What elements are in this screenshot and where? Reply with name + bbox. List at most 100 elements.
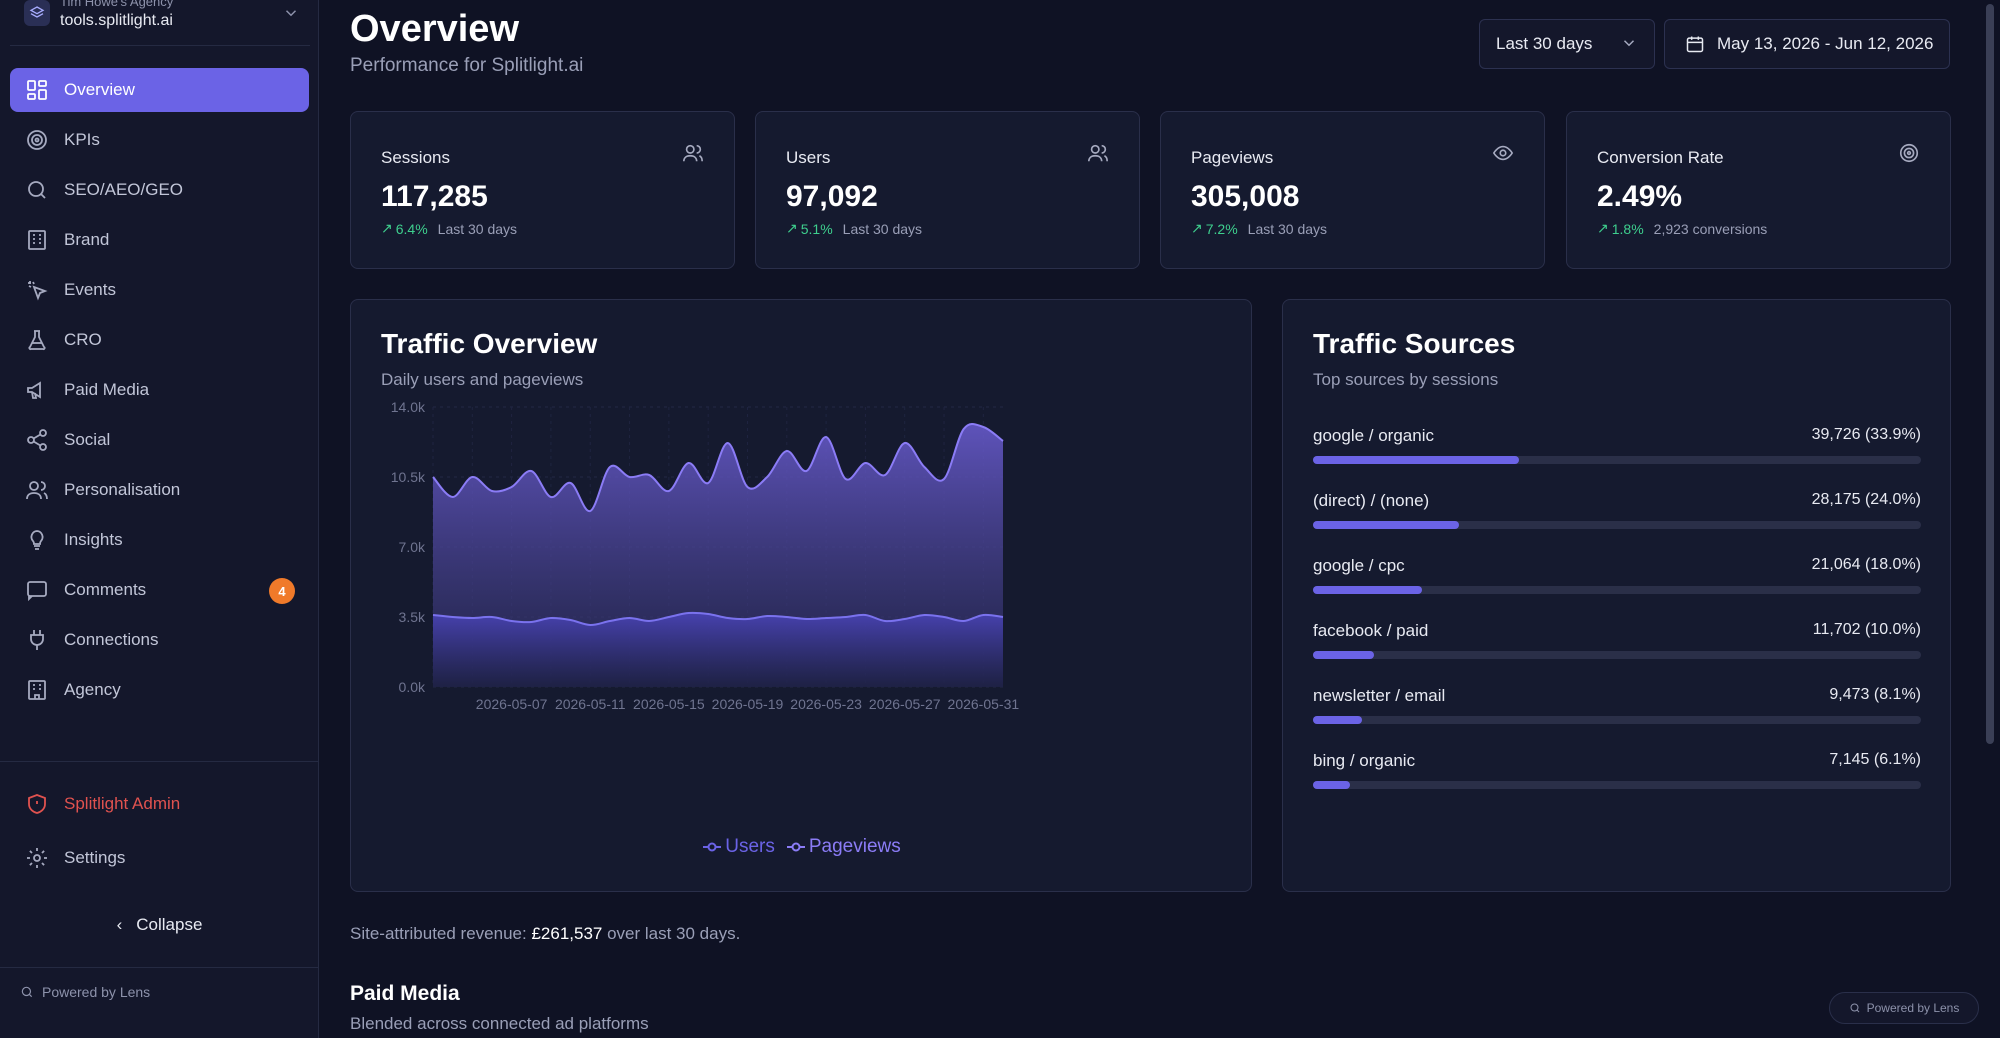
legend-item-users[interactable]: Users xyxy=(703,836,775,858)
sidebar-item-cro[interactable]: CRO xyxy=(10,318,309,362)
source-bar-track xyxy=(1313,651,1921,659)
stat-delta: ↗ 5.1% xyxy=(786,220,833,237)
stat-delta-value: 5.1% xyxy=(800,220,833,237)
stat-card-pageviews: Pageviews 305,008 ↗ 7.2% Last 30 days xyxy=(1160,111,1545,269)
sidebar-item-label: Connections xyxy=(64,630,159,649)
page-subtitle: Performance for Splitlight.ai xyxy=(350,55,584,76)
main-content: Overview Performance for Splitlight.ai L… xyxy=(319,0,1979,1038)
line-marker-icon xyxy=(786,842,805,852)
y-tick-label: 7.0k xyxy=(399,539,426,555)
users-area xyxy=(433,612,1003,687)
source-row[interactable]: (direct) / (none) 28,175 (24.0%) xyxy=(1313,491,1921,551)
sidebar-divider xyxy=(0,761,319,762)
sidebar-item-kpis[interactable]: KPIs xyxy=(10,118,309,162)
source-name: (direct) / (none) xyxy=(1313,491,1430,510)
trend-up-icon: ↗ xyxy=(1597,220,1609,236)
x-tick-label: 2026-05-11 xyxy=(555,696,626,712)
source-bar-track xyxy=(1313,781,1921,789)
source-row[interactable]: bing / organic 7,145 (6.1%) xyxy=(1313,751,1921,811)
sidebar-item-admin[interactable]: Splitlight Admin xyxy=(10,782,309,826)
x-tick-label: 2026-05-27 xyxy=(869,696,941,712)
sidebar-item-comments[interactable]: Comments 4 xyxy=(10,568,309,612)
workspace-switcher[interactable]: Tim Howe's Agency tools.splitlight.ai xyxy=(10,0,310,46)
revenue-summary: Site-attributed revenue: £261,537 over l… xyxy=(350,924,740,944)
sidebar-item-brand[interactable]: Brand xyxy=(10,218,309,262)
source-value: 39,726 (33.9%) xyxy=(1811,426,1921,443)
source-bar-fill xyxy=(1313,521,1459,529)
powered-by-button[interactable]: Powered by Lens xyxy=(1829,992,1979,1024)
sidebar-item-overview[interactable]: Overview xyxy=(10,68,309,112)
sidebar-item-label: Comments xyxy=(64,580,147,599)
search-icon xyxy=(1850,1003,1859,1013)
chevron-left-icon: ‹ xyxy=(116,915,123,934)
gear-icon xyxy=(24,845,50,871)
chart-legend: Users Pageviews xyxy=(351,836,1253,858)
source-value: 9,473 (8.1%) xyxy=(1829,686,1921,703)
source-name: google / organic xyxy=(1313,426,1434,445)
stat-footer: ↗ 5.1% Last 30 days xyxy=(786,220,922,237)
date-range-button[interactable]: May 13, 2026 - Jun 12, 2026 xyxy=(1664,19,1950,69)
scrollbar-thumb[interactable] xyxy=(1986,4,1994,744)
stat-value: 305,008 xyxy=(1191,180,1300,213)
workspace-domain: tools.splitlight.ai xyxy=(60,12,173,29)
y-tick-label: 0.0k xyxy=(399,679,426,695)
sidebar-item-paid-media[interactable]: Paid Media xyxy=(10,368,309,412)
source-row[interactable]: google / cpc 21,064 (18.0%) xyxy=(1313,556,1921,616)
sidebar-item-label: SEO/AEO/GEO xyxy=(64,180,184,199)
stat-delta-value: 7.2% xyxy=(1205,220,1238,237)
sidebar-item-events[interactable]: Events xyxy=(10,268,309,312)
sidebar-item-settings[interactable]: Settings xyxy=(10,836,309,880)
range-select[interactable]: Last 30 days xyxy=(1479,19,1655,69)
collapse-button[interactable]: ‹ Collapse xyxy=(0,908,319,942)
stat-footer: ↗ 7.2% Last 30 days xyxy=(1191,220,1327,237)
source-row[interactable]: newsletter / email 9,473 (8.1%) xyxy=(1313,686,1921,746)
revenue-amount: £261,537 xyxy=(531,924,603,943)
search-icon xyxy=(24,177,50,203)
source-value: 11,702 (10.0%) xyxy=(1812,621,1921,638)
page-scrollbar[interactable] xyxy=(1979,0,2000,1038)
stat-foot-text: Last 30 days xyxy=(1247,220,1328,237)
calendar-icon xyxy=(1686,36,1704,53)
traffic-chart[interactable]: 0.0k 3.5k 7.0k 10.5k 14.0k 2026-05-07 2026-05-… xyxy=(351,300,1253,830)
source-bar-fill xyxy=(1313,651,1374,659)
sidebar-nav: Overview KPIs SEO/AEO/GEO Brand Events C… xyxy=(10,68,309,718)
sidebar-item-insights[interactable]: Insights xyxy=(10,518,309,562)
sidebar-item-label: Brand xyxy=(64,230,110,249)
x-tick-label: 2026-05-15 xyxy=(633,696,705,712)
sidebar-item-agency[interactable]: Agency xyxy=(10,668,309,712)
sidebar-item-label: KPIs xyxy=(64,130,100,149)
traffic-sources-card: Traffic Sources Top sources by sessions … xyxy=(1282,299,1951,892)
stat-value: 117,285 xyxy=(381,180,488,213)
workspace-agency: Tim Howe's Agency xyxy=(60,0,174,9)
flask-icon xyxy=(24,327,50,353)
source-bar-track xyxy=(1313,716,1921,724)
y-tick-label: 3.5k xyxy=(399,609,426,625)
legend-item-pageviews[interactable]: Pageviews xyxy=(786,836,901,858)
users-icon xyxy=(683,144,703,162)
source-bar-fill xyxy=(1313,586,1423,594)
plug-icon xyxy=(24,627,50,653)
source-row[interactable]: facebook / paid 11,702 (10.0%) xyxy=(1313,621,1921,681)
source-bar-track xyxy=(1313,456,1921,464)
sidebar-item-seo[interactable]: SEO/AEO/GEO xyxy=(10,168,309,212)
stat-value: 97,092 xyxy=(786,180,878,213)
sidebar-item-social[interactable]: Social xyxy=(10,418,309,462)
card-title: Traffic Sources xyxy=(1313,328,1516,359)
source-row[interactable]: google / organic 39,726 (33.9%) xyxy=(1313,426,1921,486)
chevron-down-icon xyxy=(285,10,297,17)
powered-by-link[interactable]: Powered by Lens xyxy=(20,984,150,1000)
stat-delta: ↗ 6.4% xyxy=(381,220,428,237)
revenue-prefix: Site-attributed revenue: xyxy=(350,924,532,943)
section-title: Paid Media xyxy=(350,982,460,1005)
sidebar-item-connections[interactable]: Connections xyxy=(10,618,309,662)
traffic-overview-card: Traffic Overview Daily users and pagevie… xyxy=(350,299,1252,892)
line-marker-icon xyxy=(703,842,722,852)
range-select-value: Last 30 days xyxy=(1496,34,1593,53)
stat-label: Conversion Rate xyxy=(1597,148,1724,167)
stat-foot-text: Last 30 days xyxy=(842,220,923,237)
sidebar-item-personalisation[interactable]: Personalisation xyxy=(10,468,309,512)
target-icon xyxy=(1899,143,1919,163)
page-title: Overview xyxy=(350,8,519,50)
eye-icon xyxy=(1492,145,1514,161)
